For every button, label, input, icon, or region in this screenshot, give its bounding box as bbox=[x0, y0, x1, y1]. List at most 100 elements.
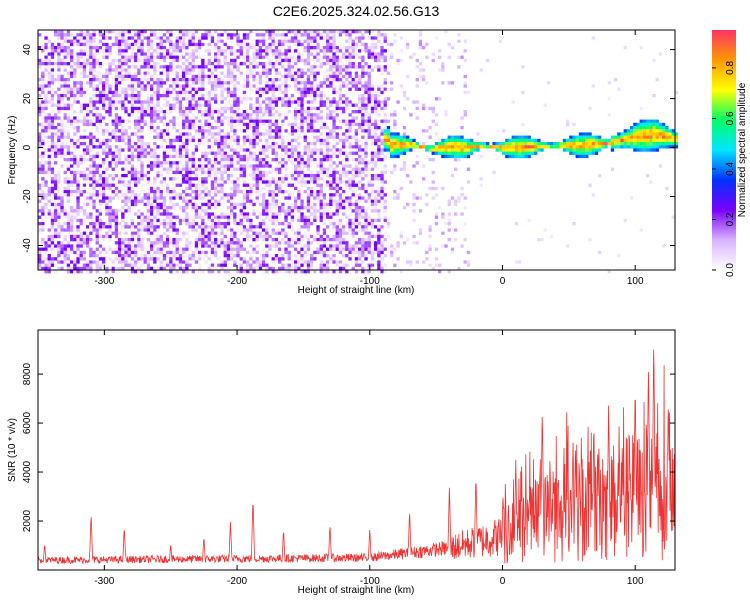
spectrogram-cell-4229 bbox=[322, 122, 327, 127]
spectrogram-cell-1532 bbox=[140, 196, 144, 200]
spectrogram-cell-1332 bbox=[127, 190, 131, 194]
spectrogram-cell-2207 bbox=[185, 254, 189, 258]
spectrogram-cell-131 bbox=[44, 270, 48, 274]
spectrogram-cell-880 bbox=[95, 241, 99, 245]
spectrogram-cell-1810 bbox=[159, 180, 163, 184]
spectrogram-cell-3493 bbox=[274, 58, 279, 63]
spectrogram-cell-4183 bbox=[319, 132, 323, 136]
spectrogram-cell-3295 bbox=[262, 55, 266, 59]
spectrogram-cell-1362 bbox=[130, 97, 135, 101]
spectrogram-cell-3732 bbox=[290, 100, 295, 104]
spectrogram-cell-239 bbox=[54, 113, 58, 117]
spectrogram-cell-4803 bbox=[361, 129, 365, 133]
spectrogram-cell-970 bbox=[102, 238, 106, 242]
spectrogram-cell-4299 bbox=[326, 225, 330, 229]
spectrogram-cell-3193 bbox=[252, 266, 256, 271]
spectrogram-cell-1879 bbox=[166, 55, 170, 59]
spectrogram-cell-304 bbox=[57, 174, 61, 178]
spectrogram-cell-2701 bbox=[220, 119, 224, 123]
spectrogram-cell-2580 bbox=[210, 250, 215, 255]
spectrogram-cell-2381 bbox=[198, 183, 202, 187]
spectrogram-cell-939 bbox=[102, 84, 106, 88]
spectrogram-cell-2028 bbox=[175, 90, 179, 95]
spectrogram-cell-2385 bbox=[198, 196, 202, 200]
spectrogram-cell-1669 bbox=[150, 206, 154, 210]
spectrogram-cell-469 bbox=[66, 270, 71, 274]
spectrogram-cell-3511 bbox=[274, 145, 279, 149]
spectrogram-cell-4316 bbox=[329, 68, 333, 72]
spectrogram-cell-1223 bbox=[121, 126, 125, 130]
spectrogram-cell-4786 bbox=[361, 58, 365, 63]
spectrogram-cell-1173 bbox=[118, 116, 122, 120]
spectrogram-cell-1991 bbox=[172, 148, 176, 152]
spectrogram-cell-4578 bbox=[345, 180, 349, 184]
spectrogram-cell-4444 bbox=[335, 212, 339, 216]
spectrogram-cell-1796 bbox=[159, 106, 163, 111]
spectrogram-cell-2455 bbox=[204, 65, 208, 69]
spectrogram-cell-956 bbox=[102, 161, 106, 165]
spectrogram-cell-968 bbox=[102, 225, 106, 229]
spectrogram-cell-4682 bbox=[351, 250, 355, 255]
spectrogram-cell-4468 bbox=[338, 90, 343, 95]
spectrogram-cell-2193 bbox=[185, 193, 189, 197]
spectrogram-cell-226 bbox=[50, 241, 55, 245]
spectrogram-cell-448 bbox=[66, 177, 71, 181]
spectrogram-cell-4760 bbox=[358, 170, 362, 175]
spectrogram-cell-1133 bbox=[114, 161, 119, 165]
spectrogram-cell-3448 bbox=[271, 84, 275, 88]
spectrogram-cell-3403 bbox=[268, 84, 272, 88]
spectrogram-cell-4029 bbox=[310, 65, 314, 69]
spectrogram-cell-237 bbox=[54, 90, 58, 95]
spectrogram-cell-453 bbox=[66, 193, 71, 197]
spectrogram-cell-1607 bbox=[146, 151, 151, 155]
spectrogram-cell-951 bbox=[102, 138, 106, 143]
spectrogram-cell-4924 bbox=[367, 266, 371, 271]
spectrogram-cell-1742 bbox=[156, 84, 160, 88]
spectrogram-cell-3147 bbox=[249, 257, 253, 261]
spectrogram-cell-740 bbox=[89, 36, 93, 40]
spectrogram-cell-3488 bbox=[274, 39, 279, 43]
spectrogram-cell-137 bbox=[47, 65, 51, 69]
spectrogram-cell-4584 bbox=[345, 231, 349, 235]
spectrogram-cell-168 bbox=[47, 215, 51, 219]
spectrogram-cell-3895 bbox=[300, 161, 304, 165]
spectrogram-cell-3062 bbox=[246, 49, 250, 53]
spectrogram-cell-3870 bbox=[300, 42, 304, 47]
spectrogram-cell-2495 bbox=[207, 52, 211, 56]
spectrogram-cell-1125 bbox=[114, 126, 119, 130]
spectrogram-cell-3396 bbox=[268, 46, 272, 50]
spectrogram-cell-408 bbox=[63, 212, 67, 216]
spectrogram-cell-99 bbox=[44, 84, 48, 88]
spectrogram-cell-869 bbox=[95, 190, 99, 194]
spectrogram-cell-3024 bbox=[242, 94, 247, 98]
spectrogram-cell-1592 bbox=[146, 58, 151, 63]
spectrogram-cell-1868 bbox=[162, 241, 167, 245]
spectrogram-cell-4382 bbox=[332, 145, 336, 149]
spectrogram-cell-2476 bbox=[204, 196, 208, 200]
spectrogram-cell-3343 bbox=[265, 46, 269, 50]
spectrogram-cell-1700 bbox=[153, 119, 157, 123]
spectrogram-cell-4201 bbox=[319, 206, 323, 210]
spectrogram-cell-2936 bbox=[236, 97, 240, 101]
spectrogram-cell-4144 bbox=[316, 161, 320, 165]
spectrogram-cell-1277 bbox=[124, 154, 128, 159]
spectrogram-cell-4970 bbox=[370, 257, 375, 261]
spectrogram-cell-3124 bbox=[249, 142, 253, 146]
spectrogram-cell-1955 bbox=[169, 212, 173, 216]
spectrogram-cell-1210 bbox=[121, 55, 125, 59]
spectrogram-cell-284 bbox=[57, 74, 61, 79]
spectrogram-cell-4519 bbox=[342, 132, 346, 136]
spectrogram-cell-3023 bbox=[242, 90, 247, 95]
spectrogram-cell-4791 bbox=[361, 84, 365, 88]
spectrogram-cell-1891 bbox=[166, 122, 170, 127]
spectrogram-cell-3500 bbox=[274, 97, 279, 101]
spectrogram-cell-2485 bbox=[204, 238, 208, 242]
spectrogram-cell-1725 bbox=[153, 244, 157, 248]
spectrogram-cell-403 bbox=[63, 180, 67, 184]
spectrogram-cell-712 bbox=[86, 113, 90, 117]
spectrogram-cell-2064 bbox=[178, 39, 183, 43]
spectrogram-cell-3201 bbox=[255, 55, 259, 59]
spectrogram-cell-78 bbox=[41, 206, 45, 210]
spectrogram-cell-3729 bbox=[290, 78, 295, 82]
spectrogram-cell-214 bbox=[50, 183, 55, 187]
